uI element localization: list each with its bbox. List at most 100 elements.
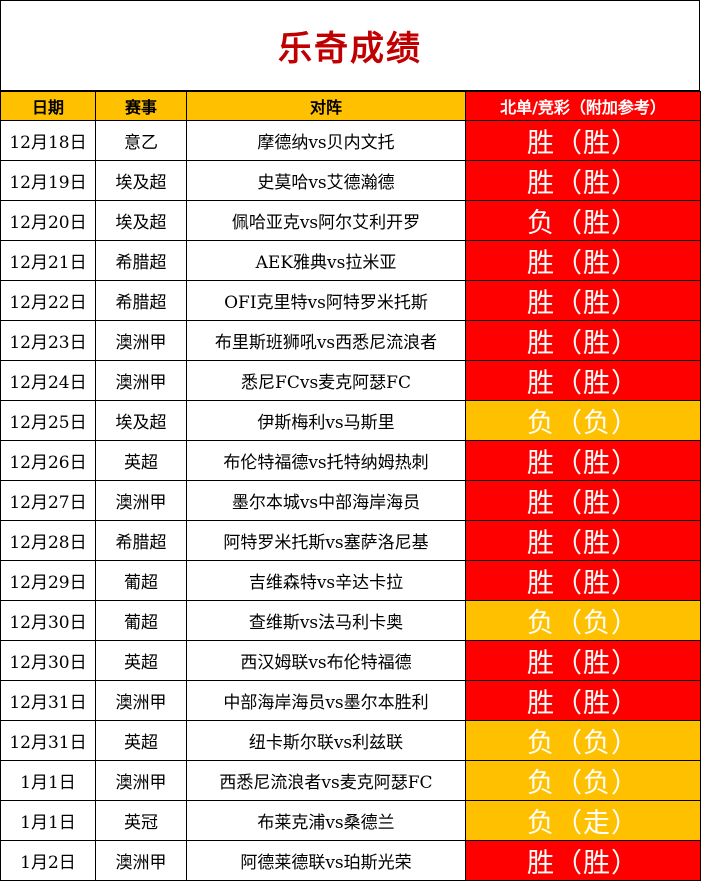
- result-cell: 胜（胜）: [465, 160, 701, 201]
- date-cell: 12月23日: [0, 320, 96, 361]
- table-body: 12月18日 意乙 摩德纳vs贝内文托 胜（胜） 12月19日 埃及超 史莫哈vs艾德瀚德胜…: [0, 120, 701, 881]
- result-cell: 胜（胜）: [465, 240, 701, 281]
- match-cell: 布伦特福德vs托特纳姆热刺: [186, 440, 466, 481]
- league-cell: 埃及超: [95, 160, 187, 201]
- date-cell: 12月30日: [0, 640, 96, 681]
- page-title: 乐奇成绩: [278, 29, 422, 69]
- match-cell: 摩德纳vs贝内文托: [186, 120, 466, 161]
- match-cell: 墨尔本城vs中部海岸海员: [186, 480, 466, 521]
- title-cell: 乐奇成绩: [0, 0, 700, 91]
- match-cell: 伊斯梅利vs马斯里: [186, 400, 466, 441]
- league-cell: 澳洲甲: [95, 760, 187, 801]
- match-cell: 西悉尼流浪者vs麦克阿瑟FC: [186, 760, 466, 801]
- result-cell: 胜（胜）: [465, 120, 701, 161]
- header-row: 日期 赛事 对阵 北单/竞彩（附加参考）: [0, 91, 701, 121]
- table-row: 12月19日 埃及超 史莫哈vs艾德瀚德 胜（胜）: [0, 160, 701, 201]
- date-cell: 12月21日: [0, 240, 96, 281]
- match-cell: AEK雅典vs拉米亚: [186, 240, 466, 281]
- date-cell: 12月18日: [0, 120, 96, 161]
- table-row: 12月30日 英超 西汉姆联vs布伦特福德 胜（胜）: [0, 640, 701, 681]
- table-row: 12月30日 葡超 查维斯vs法马利卡奥 负（负）: [0, 600, 701, 641]
- match-cell: 悉尼FCvs麦克阿瑟FC: [186, 360, 466, 401]
- league-cell: 澳洲甲: [95, 840, 187, 881]
- table-row: 12月21日 希腊超 AEK雅典vs拉米亚 胜（胜）: [0, 240, 701, 281]
- result-cell: 负（走）: [465, 800, 701, 841]
- date-cell: 12月25日: [0, 400, 96, 441]
- league-cell: 埃及超: [95, 400, 187, 441]
- result-cell: 胜（胜）: [465, 560, 701, 601]
- league-cell: 意乙: [95, 120, 187, 161]
- match-cell: 布里斯班狮吼vs西悉尼流浪者: [186, 320, 466, 361]
- result-cell: 负（负）: [465, 720, 701, 761]
- table-row: 12月22日 希腊超 OFI克里特vs阿特罗米托斯 胜（胜）: [0, 280, 701, 321]
- match-cell: 阿德莱德联vs珀斯光荣: [186, 840, 466, 881]
- date-cell: 12月20日: [0, 200, 96, 241]
- date-cell: 12月29日: [0, 560, 96, 601]
- result-cell: 胜（胜）: [465, 680, 701, 721]
- result-cell: 胜（胜）: [465, 360, 701, 401]
- result-cell: 胜（胜）: [465, 640, 701, 681]
- match-cell: 吉维森特vs辛达卡拉: [186, 560, 466, 601]
- league-cell: 英超: [95, 720, 187, 761]
- match-cell: 中部海岸海员vs墨尔本胜利: [186, 680, 466, 721]
- league-cell: 英超: [95, 440, 187, 481]
- league-cell: 埃及超: [95, 200, 187, 241]
- league-cell: 英超: [95, 640, 187, 681]
- date-cell: 1月1日: [0, 760, 96, 801]
- table-row: 12月28日 希腊超 阿特罗米托斯vs塞萨洛尼基 胜（胜）: [0, 520, 701, 561]
- table-row: 1月1日 澳洲甲 西悉尼流浪者vs麦克阿瑟FC 负（负）: [0, 760, 701, 801]
- match-cell: 布莱克浦vs桑德兰: [186, 800, 466, 841]
- date-cell: 12月26日: [0, 440, 96, 481]
- table-row: 1月2日 澳洲甲 阿德莱德联vs珀斯光荣 胜（胜）: [0, 840, 701, 881]
- date-cell: 12月30日: [0, 600, 96, 641]
- table-row: 12月26日 英超 布伦特福德vs托特纳姆热刺 胜（胜）: [0, 440, 701, 481]
- league-cell: 希腊超: [95, 280, 187, 321]
- match-cell: 佩哈亚克vs阿尔艾利开罗: [186, 200, 466, 241]
- date-cell: 12月24日: [0, 360, 96, 401]
- league-cell: 葡超: [95, 560, 187, 601]
- result-cell: 负（胜）: [465, 200, 701, 241]
- results-table: 日期 赛事 对阵 北单/竞彩（附加参考） 12月18日 意乙 摩德纳vs贝内文托 胜（…: [0, 91, 701, 881]
- league-cell: 希腊超: [95, 240, 187, 281]
- date-cell: 1月1日: [0, 800, 96, 841]
- result-cell: 胜（胜）: [465, 280, 701, 321]
- date-cell: 12月31日: [0, 720, 96, 761]
- result-cell: 胜（胜）: [465, 520, 701, 561]
- league-cell: 英冠: [95, 800, 187, 841]
- table-row: 1月1日 英冠 布莱克浦vs桑德兰 负（走）: [0, 800, 701, 841]
- date-cell: 1月2日: [0, 840, 96, 881]
- table-row: 12月23日 澳洲甲 布里斯班狮吼vs西悉尼流浪者 胜（胜）: [0, 320, 701, 361]
- table-row: 12月18日 意乙 摩德纳vs贝内文托 胜（胜）: [0, 120, 701, 161]
- date-cell: 12月31日: [0, 680, 96, 721]
- table-row: 12月31日 英超 纽卡斯尔联vs利兹联 负（负）: [0, 720, 701, 761]
- league-cell: 澳洲甲: [95, 480, 187, 521]
- header-match: 对阵: [186, 91, 466, 121]
- table-row: 12月29日 葡超 吉维森特vs辛达卡拉 胜（胜）: [0, 560, 701, 601]
- league-cell: 澳洲甲: [95, 360, 187, 401]
- result-cell: 负（负）: [465, 760, 701, 801]
- date-cell: 12月28日: [0, 520, 96, 561]
- match-cell: 纽卡斯尔联vs利兹联: [186, 720, 466, 761]
- header-league: 赛事: [95, 91, 187, 121]
- match-cell: 史莫哈vs艾德瀚德: [186, 160, 466, 201]
- table-row: 12月31日 澳洲甲 中部海岸海员vs墨尔本胜利 胜（胜）: [0, 680, 701, 721]
- match-cell: 阿特罗米托斯vs塞萨洛尼基: [186, 520, 466, 561]
- result-cell: 胜（胜）: [465, 440, 701, 481]
- result-cell: 负（负）: [465, 400, 701, 441]
- league-cell: 澳洲甲: [95, 680, 187, 721]
- header-result: 北单/竞彩（附加参考）: [465, 91, 701, 121]
- league-cell: 葡超: [95, 600, 187, 641]
- table-row: 12月20日 埃及超 佩哈亚克vs阿尔艾利开罗 负（胜）: [0, 200, 701, 241]
- result-cell: 胜（胜）: [465, 320, 701, 361]
- result-cell: 胜（胜）: [465, 480, 701, 521]
- match-cell: 查维斯vs法马利卡奥: [186, 600, 466, 641]
- header-date: 日期: [0, 91, 96, 121]
- league-cell: 澳洲甲: [95, 320, 187, 361]
- match-cell: 西汉姆联vs布伦特福德: [186, 640, 466, 681]
- result-cell: 胜（胜）: [465, 840, 701, 881]
- date-cell: 12月27日: [0, 480, 96, 521]
- result-cell: 负（负）: [465, 600, 701, 641]
- table-row: 12月25日 埃及超 伊斯梅利vs马斯里 负（负）: [0, 400, 701, 441]
- table-row: 12月27日 澳洲甲 墨尔本城vs中部海岸海员 胜（胜）: [0, 480, 701, 521]
